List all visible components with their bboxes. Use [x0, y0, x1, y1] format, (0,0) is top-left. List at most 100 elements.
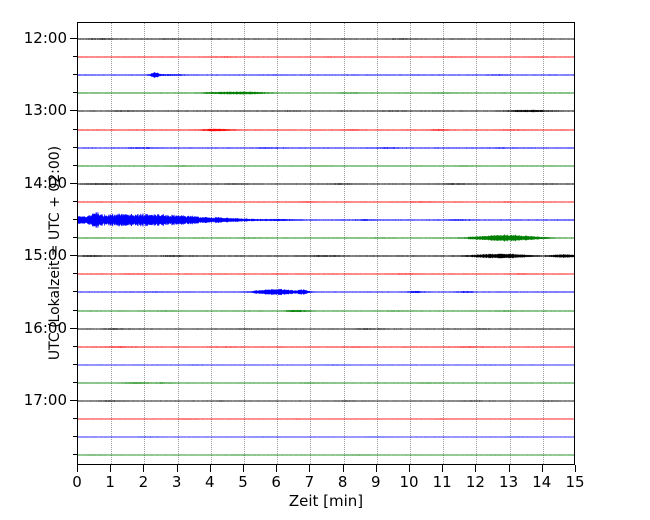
x-tick-13 — [508, 465, 510, 472]
x-axis-label: Zeit [min] — [288, 492, 364, 510]
y-tick-minor — [73, 237, 77, 239]
trace-1315 — [78, 113, 574, 147]
y-tick-minor — [73, 92, 77, 94]
trace-1230 — [78, 58, 574, 92]
y-tick-1200 — [70, 38, 77, 39]
x-tick-label-15: 15 — [565, 473, 585, 491]
grid-line-minute-8 — [343, 23, 345, 464]
x-tick-label-9: 9 — [371, 473, 381, 491]
y-tick-1700 — [70, 400, 77, 401]
trace-1715 — [78, 402, 574, 436]
x-tick-4 — [209, 465, 211, 472]
x-tick-label-10: 10 — [399, 473, 419, 491]
y-tick-1300 — [70, 110, 77, 112]
trace-1245 — [78, 76, 574, 110]
x-tick-label-14: 14 — [532, 473, 552, 491]
x-tick-label-13: 13 — [499, 473, 519, 491]
plot-area — [77, 22, 575, 465]
trace-1645 — [78, 366, 574, 400]
x-tick-10 — [409, 465, 410, 472]
y-tick-1400 — [70, 182, 77, 184]
y-tick-minor — [73, 74, 77, 76]
y-tick-minor — [73, 418, 77, 420]
grid-line-minute-11 — [443, 23, 445, 464]
x-tick-label-8: 8 — [337, 473, 348, 491]
trace-1500 — [78, 239, 574, 273]
y-tick-label-1200: 12:00 — [23, 29, 67, 47]
grid-line-minute-13 — [509, 23, 511, 464]
x-tick-label-2: 2 — [138, 473, 149, 491]
trace-1430 — [78, 203, 574, 237]
y-tick-minor — [73, 381, 77, 383]
grid-line-minute-1 — [111, 23, 113, 464]
y-tick-minor — [73, 363, 77, 365]
y-tick-1600 — [70, 327, 77, 329]
x-tick-label-0: 0 — [72, 473, 82, 491]
x-tick-0 — [77, 465, 78, 472]
trace-1700 — [78, 384, 574, 418]
x-tick-9 — [375, 465, 377, 472]
y-tick-minor — [73, 164, 77, 166]
x-tick-label-3: 3 — [171, 473, 182, 491]
grid-line-minute-9 — [376, 23, 378, 464]
trace-1330 — [78, 131, 574, 165]
x-tick-label-11: 11 — [432, 473, 452, 491]
y-tick-minor — [73, 454, 77, 456]
trace-1745 — [78, 438, 574, 464]
y-tick-minor — [73, 273, 77, 275]
y-tick-minor — [73, 436, 77, 438]
x-tick-label-6: 6 — [271, 473, 281, 491]
y-tick-minor — [73, 291, 77, 293]
x-tick-label-5: 5 — [238, 473, 248, 491]
grid-line-minute-4 — [210, 23, 212, 464]
trace-1530 — [78, 275, 574, 309]
x-tick-8 — [342, 465, 344, 472]
trace-1445 — [78, 221, 574, 255]
trace-1345 — [78, 149, 574, 183]
x-tick-1 — [110, 465, 112, 472]
x-tick-label-12: 12 — [465, 473, 485, 491]
grid-line-minute-12 — [476, 23, 478, 464]
trace-1515 — [78, 257, 574, 291]
x-tick-3 — [176, 465, 178, 472]
grid-line-minute-7 — [310, 23, 312, 464]
grid-line-minute-6 — [277, 23, 279, 464]
grid-line-minute-2 — [144, 23, 146, 464]
x-tick-14 — [541, 465, 543, 472]
grid-line-minute-10 — [410, 23, 411, 464]
trace-1215 — [78, 40, 574, 74]
y-tick-label-1600: 16:00 — [23, 318, 67, 337]
grid-lines — [78, 23, 574, 464]
y-tick-label-1400: 14:00 — [23, 173, 67, 192]
x-tick-2 — [143, 465, 145, 472]
y-tick-label-1700: 17:00 — [23, 391, 67, 409]
trace-1415 — [78, 185, 574, 219]
y-tick-1500 — [70, 255, 77, 257]
y-tick-minor — [73, 200, 77, 202]
y-tick-minor — [73, 219, 77, 220]
x-tick-label-1: 1 — [105, 473, 115, 491]
grid-line-minute-5 — [244, 23, 245, 464]
x-tick-7 — [309, 465, 311, 472]
trace-container — [78, 23, 574, 464]
grid-line-minute-14 — [542, 23, 544, 464]
y-tick-minor — [73, 146, 77, 148]
y-tick-minor — [73, 128, 77, 130]
y-tick-label-1300: 13:00 — [23, 101, 67, 120]
trace-1400 — [78, 167, 574, 201]
y-tick-label-1500: 15:00 — [23, 246, 67, 265]
grid-line-minute-3 — [177, 23, 179, 464]
x-tick-label-7: 7 — [304, 473, 315, 491]
trace-1200 — [78, 23, 574, 56]
trace-1730 — [78, 420, 574, 454]
trace-1600 — [78, 312, 574, 346]
y-tick-minor — [73, 345, 77, 347]
x-tick-5 — [243, 465, 244, 472]
x-tick-15 — [575, 465, 576, 472]
x-tick-label-4: 4 — [205, 473, 215, 491]
trace-1630 — [78, 348, 574, 382]
trace-1545 — [78, 294, 574, 328]
y-tick-minor — [73, 309, 77, 311]
y-tick-minor — [73, 56, 77, 58]
